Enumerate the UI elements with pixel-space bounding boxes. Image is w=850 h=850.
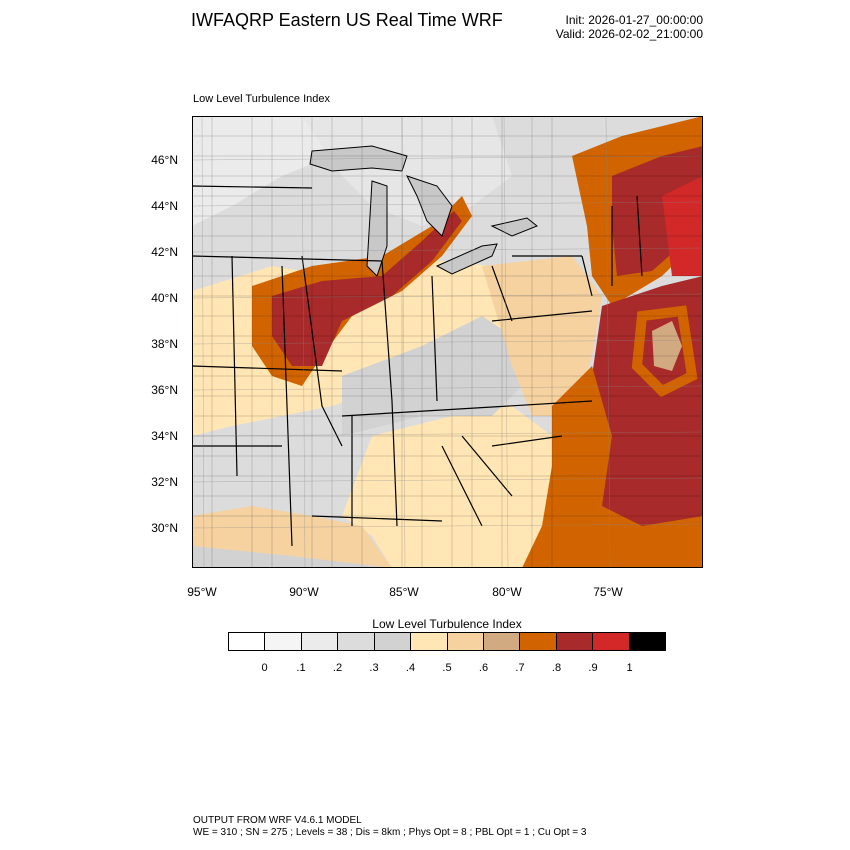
colorbar-swatch	[520, 633, 557, 650]
lat-label: 34°N	[151, 429, 178, 443]
colorbar	[228, 632, 666, 651]
lat-label: 36°N	[151, 383, 178, 397]
longitude-axis: 95°W 90°W 85°W 80°W 75°W	[187, 585, 703, 601]
colorbar-swatch	[374, 633, 412, 650]
colorbar-title: Low Level Turbulence Index	[372, 617, 522, 631]
colorbar-tick-label: .7	[515, 662, 525, 674]
lat-label: 38°N	[151, 337, 178, 351]
lon-label: 95°W	[187, 585, 217, 599]
colorbar-tick-label: .3	[369, 662, 379, 674]
init-time: Init: 2026-01-27_00:00:00	[565, 13, 703, 27]
colorbar-swatch	[338, 633, 375, 650]
midwest-band-red	[272, 211, 462, 366]
southeast-tan	[342, 406, 552, 568]
colorbar-swatch	[483, 633, 521, 650]
latitude-axis: 46°N 44°N 42°N 40°N 38°N 36°N 34°N 32°N …	[110, 116, 178, 568]
colorbar-swatch	[411, 633, 448, 650]
colorbar-swatch	[556, 633, 594, 650]
ocean-orange-patch	[631, 305, 698, 398]
gulf-of-maine-bright	[662, 176, 703, 276]
lat-label: 44°N	[151, 199, 178, 213]
colorbar-tick-label: .2	[332, 662, 343, 674]
ocean-tan-patch	[652, 321, 682, 371]
colorbar-tick-label: 1	[626, 662, 633, 674]
colorbar-tick-label: .8	[551, 662, 562, 674]
lake-ontario	[490, 217, 538, 237]
colorbar-swatch	[629, 633, 666, 650]
coastal-orange	[522, 366, 703, 568]
map-subtitle: Low Level Turbulence Index	[193, 93, 330, 105]
colorbar-ticks: 0 .1 .2 .3 .4 .5 .6 .7 .8 .9 1	[228, 662, 666, 678]
gulf-of-mexico	[192, 546, 392, 568]
lon-label: 80°W	[492, 585, 522, 599]
colorbar-tick-label: 0	[261, 662, 268, 674]
colorbar-swatch	[229, 633, 266, 650]
model-info-line2: WE = 310 ; SN = 275 ; Levels = 38 ; Dis …	[193, 827, 587, 838]
colorbar-swatch	[447, 633, 484, 650]
colorbar-swatch	[301, 633, 339, 650]
colorbar-swatch	[265, 633, 302, 650]
lat-label: 40°N	[151, 291, 178, 305]
colorbar-tick-label: .4	[405, 662, 416, 674]
lat-label: 42°N	[151, 245, 178, 259]
colorbar-tick-label: .9	[588, 662, 598, 674]
colorbar-tick-label: .5	[442, 662, 452, 674]
lon-label: 90°W	[289, 585, 319, 599]
chart-title: IWFAQRP Eastern US Real Time WRF	[191, 10, 503, 30]
lat-label: 30°N	[151, 521, 178, 535]
model-info-line1: OUTPUT FROM WRF V4.6.1 MODEL	[193, 815, 362, 826]
lat-label: 46°N	[151, 153, 178, 167]
valid-time: Valid: 2026-02-02_21:00:00	[555, 27, 703, 41]
colorbar-swatch	[593, 633, 630, 650]
colorbar-tick-label: .6	[478, 662, 489, 674]
turbulence-map	[192, 116, 703, 568]
lon-label: 75°W	[593, 585, 623, 599]
lat-label: 32°N	[151, 475, 178, 489]
colorbar-tick-label: .1	[296, 662, 306, 674]
lon-label: 85°W	[389, 585, 419, 599]
